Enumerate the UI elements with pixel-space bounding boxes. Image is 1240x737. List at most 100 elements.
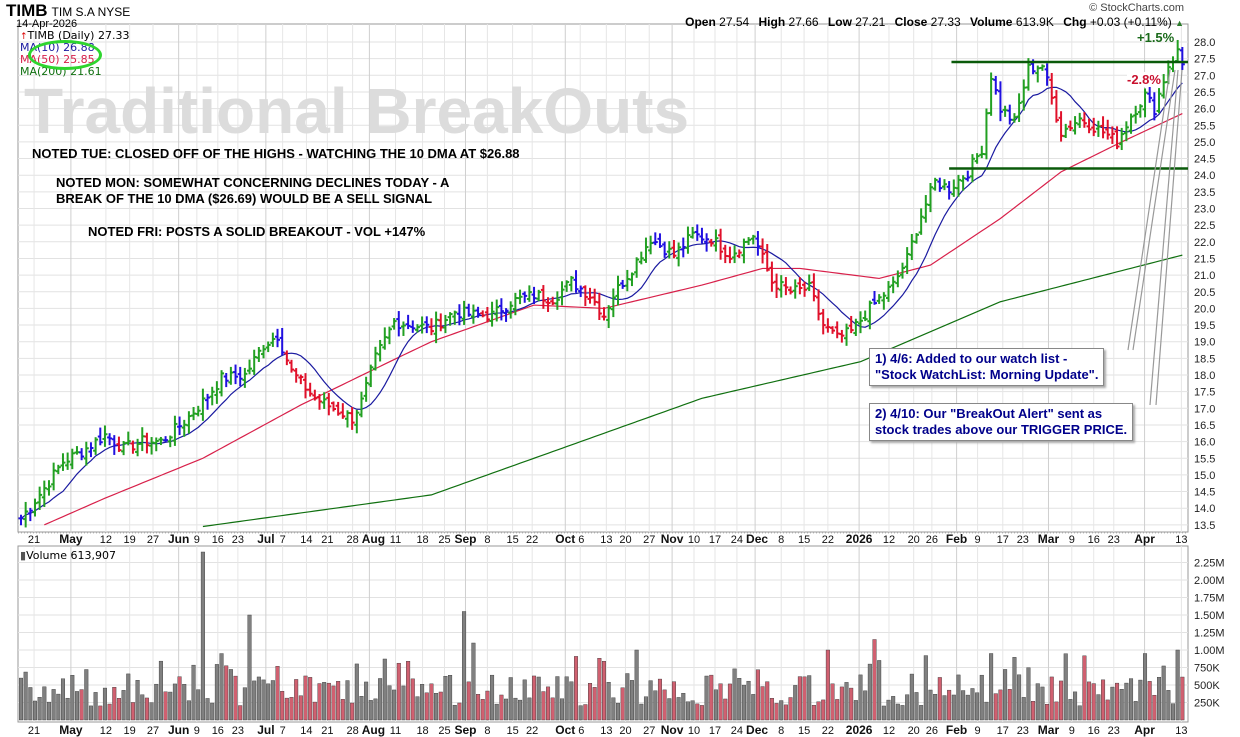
volume-bar	[205, 698, 210, 721]
price-bar	[107, 433, 113, 446]
price-bar	[834, 321, 840, 339]
x-tick-label: 14	[300, 725, 312, 737]
x-tick-label: 6	[578, 725, 584, 737]
price-bar	[1137, 104, 1143, 118]
price-bar	[1021, 79, 1027, 111]
price-bar	[79, 448, 85, 461]
y-tick-label: 22.5	[1194, 220, 1215, 232]
volume-bar	[751, 694, 756, 721]
volume-bar	[886, 699, 891, 721]
price-bar	[1119, 127, 1125, 151]
x-tick-label: 21	[28, 725, 40, 737]
price-bar	[116, 436, 122, 452]
callout-leader-line	[1132, 69, 1176, 351]
x-tick-label: Mar	[1038, 723, 1060, 737]
price-bar	[344, 410, 350, 428]
volume-bar	[681, 693, 686, 721]
volume-bar	[126, 673, 131, 721]
volume-bar	[998, 689, 1003, 721]
volume-bar	[765, 681, 770, 721]
volume-bar	[541, 691, 546, 721]
price-bar	[792, 279, 798, 299]
price-bar	[1016, 93, 1022, 123]
price-bar	[508, 301, 514, 319]
volume-bar	[536, 676, 541, 721]
price-bar	[121, 441, 127, 456]
volume-bar	[312, 701, 317, 721]
volume-bar	[984, 701, 989, 721]
price-bar	[816, 289, 822, 321]
y-tick-label: 24.0	[1194, 170, 1215, 182]
price-bar	[867, 300, 873, 330]
price-bar	[559, 281, 565, 306]
volume-bar	[387, 685, 392, 721]
y-tick-label: 25.0	[1194, 137, 1215, 149]
price-bar	[191, 407, 197, 421]
volume-bar	[210, 702, 215, 721]
volume-bar	[214, 664, 219, 721]
price-bar	[876, 294, 882, 304]
x-tick-label: 16	[212, 725, 224, 737]
x-tick-label: 9	[1069, 534, 1075, 546]
volume-bar	[98, 705, 103, 721]
volume-bar	[560, 698, 565, 721]
volume-bar	[1068, 699, 1073, 721]
volume-bar	[1101, 679, 1106, 721]
price-bar	[1147, 86, 1153, 103]
volume-bar	[200, 551, 205, 721]
price-bar	[261, 344, 267, 359]
volume-bar	[345, 680, 350, 721]
x-tick-label: 14	[300, 534, 312, 546]
price-bar	[615, 275, 621, 306]
price-bar	[326, 392, 332, 416]
price-bar	[83, 441, 89, 466]
price-bar	[676, 242, 682, 267]
volume-bar	[1021, 697, 1026, 721]
price-bar	[802, 281, 808, 297]
volume-bar	[1077, 705, 1082, 721]
ohlc-readout: Open 27.54 High 27.66 Low 27.21 Close 27…	[685, 15, 1184, 29]
price-bar	[363, 376, 369, 402]
x-tick-label: 17	[997, 534, 1009, 546]
price-bar	[1109, 126, 1115, 144]
volume-bar	[662, 689, 667, 721]
x-tick-label: 28	[346, 534, 358, 546]
price-bar	[1072, 116, 1078, 135]
y-tick-label: 26.0	[1194, 104, 1215, 116]
price-bar	[1128, 113, 1134, 134]
x-tick-label: 26	[926, 534, 938, 546]
price-bar	[23, 501, 29, 528]
price-bar	[540, 285, 546, 309]
price-bar	[410, 320, 416, 333]
y-tick-label: 16.5	[1194, 420, 1215, 432]
price-bar	[1002, 105, 1008, 117]
volume-bar	[774, 703, 779, 721]
x-tick-label: Aug	[362, 532, 385, 546]
price-bar	[741, 238, 747, 264]
volume-bar	[732, 668, 737, 721]
price-bar	[223, 372, 229, 388]
price-bar	[289, 359, 295, 373]
price-bar	[214, 381, 220, 404]
volume-bar	[634, 649, 639, 721]
volume-bar	[811, 705, 816, 721]
volume-bar	[718, 683, 723, 721]
price-bar	[890, 276, 896, 294]
volume-bar	[191, 664, 196, 721]
volume-bar	[1012, 657, 1017, 721]
price-bar	[102, 425, 108, 447]
price-bar	[1100, 116, 1106, 139]
volume-bar	[1161, 665, 1166, 721]
volume-bar	[597, 658, 602, 721]
price-bar	[550, 296, 556, 306]
volume-bar	[648, 680, 653, 721]
price-bar	[662, 241, 668, 258]
volume-bar	[993, 693, 998, 721]
volume-bar	[783, 704, 788, 721]
price-bar	[666, 241, 672, 259]
price-bar	[144, 432, 150, 454]
volume-bar	[32, 700, 37, 721]
price-bar	[153, 437, 159, 452]
price-bar	[442, 314, 448, 334]
x-tick-label: 15	[506, 725, 518, 737]
